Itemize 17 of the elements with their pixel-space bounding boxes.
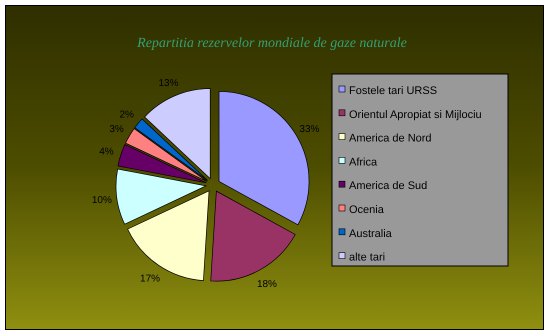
data-label: 2% bbox=[119, 110, 134, 121]
legend-label: Orientul Apropiat si Mijlociu bbox=[349, 108, 482, 121]
legend-label: America de Sud bbox=[349, 180, 428, 192]
data-label: 18% bbox=[256, 279, 278, 290]
data-label: 10% bbox=[92, 195, 112, 206]
chart-title: Repartitia rezervelor mondiale de gaze naturale bbox=[136, 36, 407, 51]
legend-label: Africa bbox=[349, 156, 378, 168]
data-label: 33% bbox=[299, 124, 320, 135]
data-label: 3% bbox=[109, 124, 124, 135]
data-label: 4% bbox=[99, 146, 114, 158]
data-label: 13% bbox=[158, 78, 179, 90]
legend-label: Australia bbox=[349, 228, 393, 240]
legend-label: Fostele tari URSS bbox=[349, 85, 438, 97]
legend-label: Ocenia bbox=[349, 204, 385, 216]
legend-label: America de Nord bbox=[349, 132, 432, 145]
legend-label: alte tari bbox=[349, 252, 386, 264]
data-label: 17% bbox=[140, 274, 160, 285]
